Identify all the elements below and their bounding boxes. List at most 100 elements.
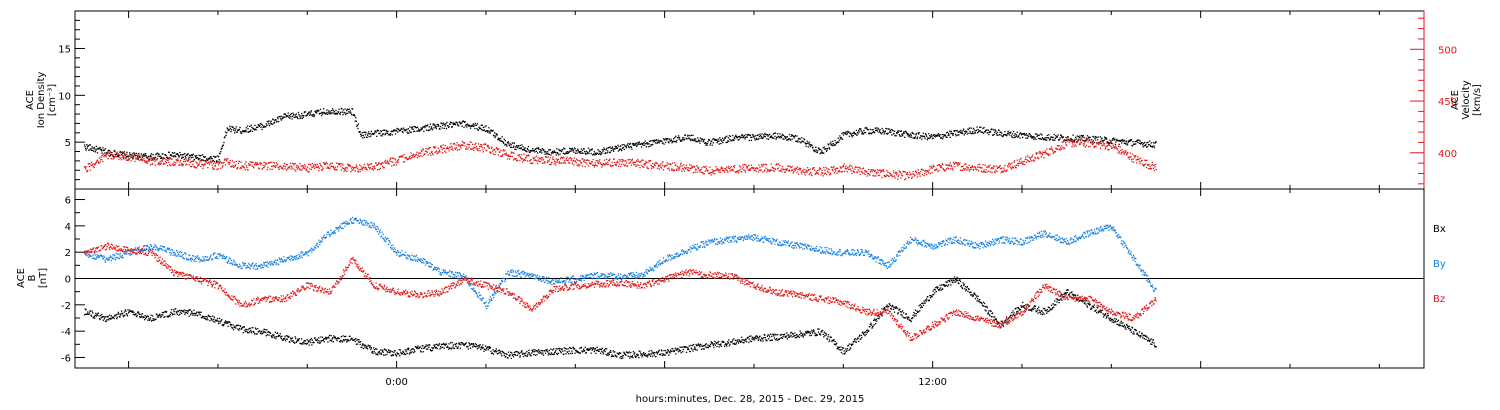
data-point: [286, 164, 288, 166]
data-point: [624, 144, 626, 147]
data-point: [262, 164, 264, 167]
data-point: [320, 169, 323, 171]
data-point: [143, 158, 145, 160]
data-point: [135, 315, 138, 318]
data-point: [526, 160, 528, 162]
data-point: [283, 116, 286, 118]
data-point: [661, 162, 663, 164]
data-point: [318, 167, 320, 169]
data-point: [744, 170, 746, 172]
data-point: [462, 144, 464, 147]
data-point: [1070, 140, 1073, 142]
data-point: [492, 129, 494, 132]
data-point: [92, 312, 94, 314]
data-point: [329, 110, 331, 112]
data-point: [332, 341, 334, 343]
data-point: [243, 129, 245, 132]
data-point: [781, 171, 783, 173]
data-point: [129, 309, 131, 311]
data-point: [319, 340, 321, 342]
data-point: [214, 321, 216, 323]
data-point: [637, 142, 639, 144]
data-point: [327, 110, 330, 112]
data-point: [609, 158, 611, 160]
data-point: [223, 141, 225, 144]
data-point: [803, 138, 805, 140]
data-point: [161, 311, 163, 314]
data-point: [341, 111, 344, 113]
data-point: [743, 164, 746, 166]
data-point: [681, 170, 683, 172]
data-point: [970, 168, 972, 170]
data-point: [291, 118, 293, 120]
data-point: [342, 164, 344, 166]
data-point: [83, 166, 86, 168]
data-point: [784, 171, 786, 173]
data-point: [438, 343, 441, 345]
data-point: [773, 132, 776, 134]
data-point: [411, 351, 413, 353]
data-point: [436, 153, 438, 155]
data-point: [572, 159, 575, 162]
data-point: [648, 140, 651, 142]
data-point: [506, 141, 509, 143]
data-point: [695, 138, 697, 140]
data-point: [132, 310, 134, 312]
data-point: [146, 315, 148, 317]
data-point: [94, 317, 96, 319]
data-point: [371, 133, 373, 135]
data-point: [1101, 140, 1104, 142]
data-point: [1076, 141, 1078, 143]
data-point: [1119, 152, 1121, 154]
data-point: [152, 154, 154, 156]
data-point: [591, 149, 593, 151]
data-point: [518, 353, 520, 355]
data-point: [115, 313, 117, 316]
data-point: [175, 162, 177, 164]
data-point: [1100, 138, 1103, 140]
data-point: [235, 160, 237, 163]
data-point: [379, 130, 382, 132]
data-point: [547, 153, 549, 155]
data-point: [479, 344, 481, 346]
data-point: [878, 131, 880, 133]
data-point: [195, 161, 197, 163]
velocity-tick-label: 450: [1438, 97, 1457, 108]
data-point: [239, 325, 241, 327]
data-point: [157, 316, 160, 318]
data-point: [193, 158, 196, 161]
data-point: [198, 159, 200, 161]
data-point: [553, 151, 555, 153]
data-point: [1060, 147, 1062, 149]
data-point: [750, 167, 752, 170]
data-point: [257, 328, 259, 330]
data-point: [239, 131, 242, 133]
data-point: [136, 314, 138, 317]
data-point: [487, 144, 489, 147]
data-point: [358, 339, 360, 341]
data-point: [416, 126, 419, 128]
data-point: [313, 114, 316, 116]
data-point: [181, 312, 183, 315]
data-point: [172, 309, 175, 311]
data-point: [1068, 138, 1070, 140]
data-point: [998, 134, 1001, 136]
data-point: [482, 126, 484, 129]
data-point: [298, 115, 301, 117]
data-point: [780, 168, 783, 170]
data-point: [687, 169, 689, 172]
data-point: [900, 177, 902, 179]
data-point: [562, 162, 564, 164]
data-point: [962, 165, 964, 167]
data-point: [494, 153, 496, 156]
data-point: [257, 126, 259, 128]
data-point: [290, 115, 292, 118]
data-point: [519, 144, 521, 147]
data-point: [1087, 146, 1090, 148]
data-point: [174, 152, 176, 154]
data-point: [85, 148, 87, 150]
data-point: [338, 111, 340, 113]
data-point: [944, 169, 947, 171]
data-point: [248, 328, 250, 330]
data-point: [305, 168, 308, 170]
